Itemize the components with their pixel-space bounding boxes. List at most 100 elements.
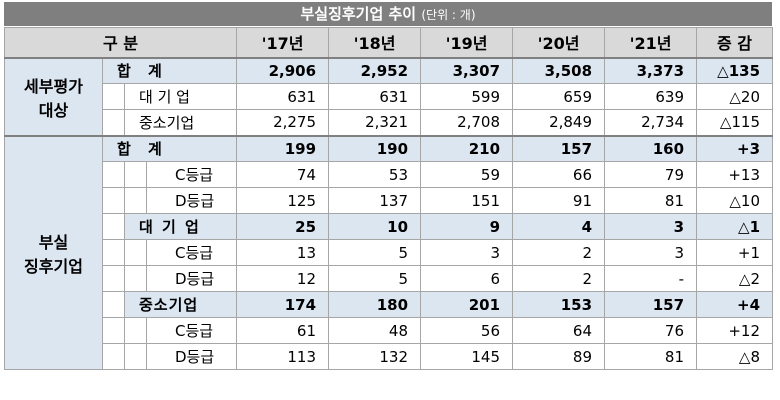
table-row: D등급 113 132 145 89 81 △8 <box>5 343 774 370</box>
cell-change: △2 <box>696 265 774 292</box>
section-label-evaluation: 세부평가 대상 <box>4 57 103 136</box>
cell-value: 137 <box>328 187 422 214</box>
table-row: 중소기업 174 180 201 153 157 +4 <box>5 291 774 318</box>
cell-value: 81 <box>604 187 698 214</box>
cell-value: 25 <box>236 213 330 240</box>
cell-value: 2,849 <box>512 109 606 136</box>
cell-value: 89 <box>512 343 606 370</box>
header-year: '19년 <box>420 27 514 59</box>
table-row: 대 기 업 25 10 9 4 3 △1 <box>5 213 774 240</box>
header-category: 구 분 <box>3 27 238 59</box>
cell-value: 157 <box>512 134 606 162</box>
table-row: 세부평가 대상 합 계 2,906 2,952 3,307 3,508 3,373… <box>4 57 774 136</box>
cell-value: 10 <box>328 213 422 240</box>
cell-change: +4 <box>696 291 774 318</box>
row-label: 대 기 업 <box>123 83 238 110</box>
table-row: C등급 61 48 56 64 76 +12 <box>5 317 774 344</box>
insolvency-table: 구 분 '17년 '18년 '19년 '20년 '21년 증 감 세부평가 대상 … <box>3 27 774 370</box>
cell-value: 174 <box>236 291 330 318</box>
cell-value: 157 <box>604 291 698 318</box>
table-row: 중소기업 2,275 2,321 2,708 2,849 2,734 △115 <box>5 109 774 136</box>
cell-value: 3 <box>604 239 698 266</box>
row-label: D등급 <box>145 343 238 370</box>
cell-value: 2 <box>512 239 606 266</box>
header-year: '21년 <box>604 27 698 59</box>
cell-value: 631 <box>236 83 330 110</box>
table-row: 대 기 업 631 631 599 659 639 △20 <box>5 83 774 110</box>
header-year: '17년 <box>236 27 330 59</box>
cell-value: 160 <box>604 134 698 162</box>
cell-value: 64 <box>512 317 606 344</box>
cell-value: 13 <box>236 239 330 266</box>
cell-value: 9 <box>420 213 514 240</box>
cell-value: 61 <box>236 317 330 344</box>
row-label: C등급 <box>145 317 238 344</box>
header-change: 증 감 <box>696 27 774 59</box>
cell-value: 180 <box>328 291 422 318</box>
row-label: 중소기업 <box>123 109 238 136</box>
row-label: D등급 <box>145 187 238 214</box>
row-label: 대 기 업 <box>123 213 238 240</box>
cell-value: - <box>604 265 698 292</box>
cell-value: 53 <box>328 161 422 188</box>
cell-value: 599 <box>420 83 514 110</box>
table-row: 부실 징후기업 합 계 199 190 210 157 160 +3 <box>4 134 774 370</box>
row-label: 중소기업 <box>123 291 238 318</box>
cell-value: 4 <box>512 213 606 240</box>
cell-change: △20 <box>696 83 774 110</box>
cell-value: 56 <box>420 317 514 344</box>
title-main: 부실징후기업 추이 <box>300 5 417 23</box>
cell-value: 190 <box>328 134 422 162</box>
header-year: '18년 <box>328 27 422 59</box>
cell-value: 66 <box>512 161 606 188</box>
row-label: 합 계 <box>101 57 238 84</box>
cell-value: 201 <box>420 291 514 318</box>
cell-value: 2,906 <box>236 57 330 84</box>
cell-value: 2 <box>512 265 606 292</box>
cell-change: +12 <box>696 317 774 344</box>
cell-value: 639 <box>604 83 698 110</box>
cell-change: △115 <box>696 109 774 136</box>
cell-value: 2,275 <box>236 109 330 136</box>
table-row: C등급 13 5 3 2 3 +1 <box>5 239 774 266</box>
cell-value: 151 <box>420 187 514 214</box>
cell-value: 12 <box>236 265 330 292</box>
cell-value: 3,307 <box>420 57 514 84</box>
table-row: C등급 74 53 59 66 79 +13 <box>5 161 774 188</box>
cell-change: +13 <box>696 161 774 188</box>
cell-value: 5 <box>328 265 422 292</box>
cell-value: 6 <box>420 265 514 292</box>
cell-value: 3 <box>604 213 698 240</box>
table-title: 부실징후기업 추이 (단위 : 개) <box>4 2 772 26</box>
cell-value: 76 <box>604 317 698 344</box>
cell-value: 2,321 <box>328 109 422 136</box>
cell-value: 74 <box>236 161 330 188</box>
cell-value: 48 <box>328 317 422 344</box>
cell-value: 631 <box>328 83 422 110</box>
row-label: D등급 <box>145 265 238 292</box>
cell-value: 79 <box>604 161 698 188</box>
cell-value: 2,952 <box>328 57 422 84</box>
header-year: '20년 <box>512 27 606 59</box>
cell-value: 145 <box>420 343 514 370</box>
cell-value: 91 <box>512 187 606 214</box>
cell-change: △135 <box>696 57 774 84</box>
cell-value: 125 <box>236 187 330 214</box>
title-unit: (단위 : 개) <box>421 8 476 22</box>
cell-change: △8 <box>696 343 774 370</box>
cell-value: 2,708 <box>420 109 514 136</box>
cell-value: 3 <box>420 239 514 266</box>
table-row: D등급 12 5 6 2 - △2 <box>5 265 774 292</box>
cell-value: 153 <box>512 291 606 318</box>
cell-value: 3,508 <box>512 57 606 84</box>
cell-change: △10 <box>696 187 774 214</box>
cell-change: +3 <box>696 134 774 162</box>
cell-change: +1 <box>696 239 774 266</box>
cell-value: 210 <box>420 134 514 162</box>
section-label-insolvent: 부실 징후기업 <box>4 134 103 370</box>
row-label: 합 계 <box>101 134 238 162</box>
cell-value: 659 <box>512 83 606 110</box>
cell-value: 81 <box>604 343 698 370</box>
cell-value: 5 <box>328 239 422 266</box>
table-row: D등급 125 137 151 91 81 △10 <box>5 187 774 214</box>
